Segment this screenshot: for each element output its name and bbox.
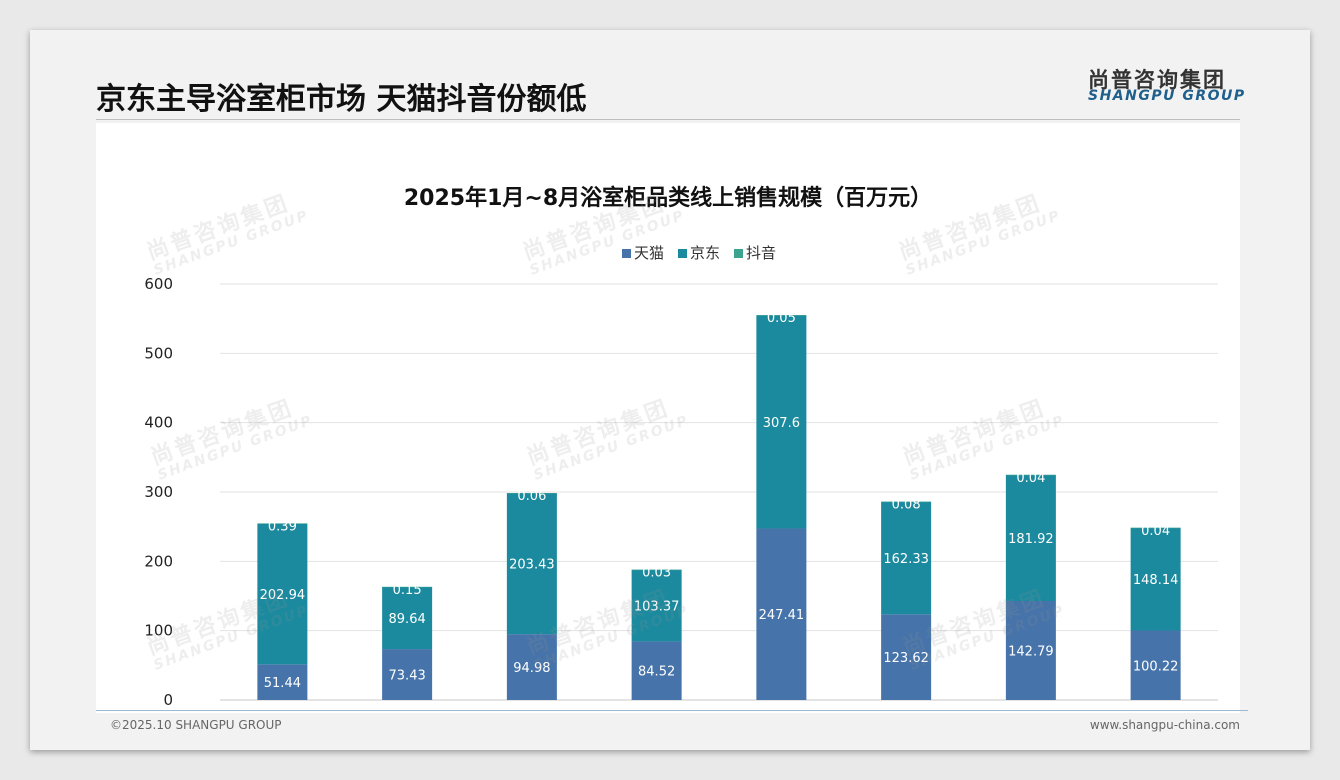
y-tick-label: 600 <box>144 275 173 293</box>
data-label-1-M4: 84.52 <box>638 665 675 680</box>
logo-en: SHANGPU GROUP <box>1088 88 1246 104</box>
data-label-3-M2: 0.15 <box>393 583 422 598</box>
stacked-bar-chart: 2025年1月~8月浴室柜品类线上销售规模（百万元） 天猫 京东 抖音 0 100 200 3… <box>144 185 1218 709</box>
bar-2-M5 <box>756 315 807 529</box>
data-label-3-M1: 0.39 <box>268 519 297 534</box>
bar-3-M2 <box>382 586 433 588</box>
bar-1-M2 <box>382 649 433 700</box>
bar-1-M7 <box>1005 600 1056 700</box>
data-label-2-M4: 103.37 <box>634 600 680 615</box>
footer-divider <box>96 710 1248 711</box>
bar-2-M6 <box>881 501 932 615</box>
bar-1-M3 <box>506 634 557 700</box>
bar-3-M6 <box>881 501 932 503</box>
chart-panel: 2025年1月~8月浴室柜品类线上销售规模（百万元） 天猫 京东 抖音 0 100 200 3… <box>96 123 1240 713</box>
bar-1-M1 <box>257 664 308 700</box>
data-label-2-M8: 148.14 <box>1133 573 1179 588</box>
data-label-2-M1: 202.94 <box>260 588 306 603</box>
legend-swatch-2 <box>678 249 687 258</box>
data-label-1-M2: 73.43 <box>389 669 426 684</box>
data-label-1-M8: 100.22 <box>1133 659 1179 674</box>
data-label-2-M2: 89.64 <box>389 612 426 627</box>
bar-1-M4 <box>631 641 682 700</box>
logo-cn: 尚普咨询集团 <box>1088 68 1226 92</box>
bar-3-M7 <box>1005 474 1056 476</box>
bar-3-M1 <box>257 523 308 524</box>
bar-3-M5 <box>756 315 807 316</box>
data-label-1-M3: 94.98 <box>513 661 550 676</box>
data-label-2-M7: 181.92 <box>1008 532 1054 547</box>
title-divider <box>96 119 1240 120</box>
slide: 京东主导浴室柜市场 天猫抖音份额低 尚普咨询集团 SHANGPU GROUP 2… <box>30 30 1310 750</box>
page-title: 京东主导浴室柜市场 天猫抖音份额低 <box>96 82 587 117</box>
y-tick-label: 400 <box>144 414 173 432</box>
bar-2-M4 <box>631 569 682 642</box>
bar-3-M8 <box>1130 527 1181 529</box>
data-label-1-M1: 51.44 <box>264 676 301 691</box>
footer-copyright: ©2025.10 SHANGPU GROUP <box>110 718 282 732</box>
y-tick-label: 100 <box>144 622 173 640</box>
legend-label-2: 京东 <box>690 244 720 262</box>
data-label-3-M5: 0.05 <box>767 311 796 326</box>
data-label-1-M7: 142.79 <box>1008 644 1054 659</box>
bar-2-M8 <box>1130 527 1181 631</box>
bar-1-M8 <box>1130 630 1181 700</box>
data-label-3-M7: 0.04 <box>1016 471 1045 486</box>
y-tick-label: 500 <box>144 344 173 362</box>
data-label-1-M5: 247.41 <box>759 608 805 623</box>
y-tick-label: 200 <box>144 552 173 570</box>
chart-title: 2025年1月~8月浴室柜品类线上销售规模（百万元） <box>404 185 932 211</box>
bar-3-M3 <box>506 493 557 494</box>
data-label-3-M6: 0.08 <box>892 498 921 513</box>
bar-2-M1 <box>257 523 308 665</box>
legend-label-1: 天猫 <box>634 244 664 262</box>
bar-3-M4 <box>631 569 682 571</box>
y-tick-label: 0 <box>163 691 173 709</box>
bar-2-M3 <box>506 493 557 635</box>
legend-label-3: 抖音 <box>746 244 776 262</box>
legend-swatch-3 <box>734 249 743 258</box>
bar-2-M2 <box>382 586 433 650</box>
data-label-1-M6: 123.62 <box>883 651 929 666</box>
footer-website: www.shangpu-china.com <box>1089 718 1240 732</box>
legend-swatch-1 <box>622 249 631 258</box>
data-label-3-M4: 0.03 <box>642 566 671 581</box>
data-label-2-M6: 162.33 <box>883 552 929 567</box>
data-label-2-M5: 307.6 <box>763 416 800 431</box>
bar-2-M7 <box>1005 474 1056 601</box>
data-label-3-M8: 0.04 <box>1141 524 1170 539</box>
y-tick-label: 300 <box>144 483 173 501</box>
data-label-2-M3: 203.43 <box>509 558 555 573</box>
bar-1-M5 <box>756 528 807 700</box>
bar-1-M6 <box>881 614 932 700</box>
data-label-3-M3: 0.06 <box>517 489 546 504</box>
